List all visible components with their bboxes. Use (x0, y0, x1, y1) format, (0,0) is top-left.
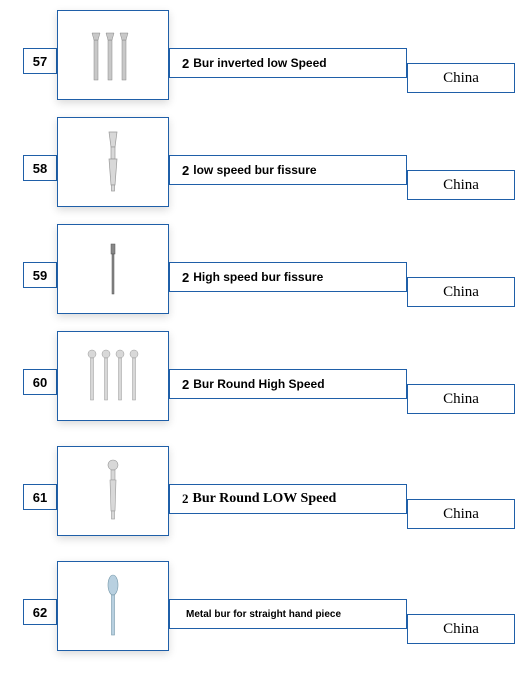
product-row: 61 2 Bur Round LOW Speed China (15, 446, 512, 541)
product-image-box (57, 331, 169, 421)
quantity: 2 (182, 491, 189, 507)
product-image-box (57, 446, 169, 536)
description-text: Bur Round High Speed (193, 377, 324, 391)
bur-inverted-icon (88, 25, 138, 85)
origin-box: China (407, 499, 515, 529)
description-text: low speed bur fissure (193, 163, 316, 177)
quantity: 2 (182, 163, 189, 178)
description-text: Bur inverted low Speed (193, 56, 326, 70)
description-text: High speed bur fissure (193, 270, 323, 284)
origin-text: China (443, 391, 479, 408)
description-box: 2 Bur Round High Speed (169, 369, 407, 399)
origin-box: China (407, 614, 515, 644)
row-number: 61 (33, 490, 47, 505)
origin-text: China (443, 177, 479, 194)
description-text: Metal bur for straight hand piece (186, 609, 341, 620)
row-number-box: 59 (23, 262, 57, 288)
bur-metal-straight-icon (101, 571, 125, 641)
bur-round-high-icon (83, 346, 143, 406)
description-box: Metal bur for straight hand piece (169, 599, 407, 629)
origin-text: China (443, 621, 479, 638)
bur-round-low-icon (98, 456, 128, 526)
row-number-box: 61 (23, 484, 57, 510)
row-number-box: 58 (23, 155, 57, 181)
row-number: 58 (33, 161, 47, 176)
row-number: 59 (33, 268, 47, 283)
row-number-box: 57 (23, 48, 57, 74)
bur-fissure-low-icon (98, 127, 128, 197)
description-text: Bur Round LOW Speed (193, 491, 337, 507)
product-image-box (57, 117, 169, 207)
description-box: 2 High speed bur fissure (169, 262, 407, 292)
origin-box: China (407, 63, 515, 93)
quantity: 2 (182, 270, 189, 285)
description-box: 2 Bur inverted low Speed (169, 48, 407, 78)
origin-text: China (443, 70, 479, 87)
quantity: 2 (182, 377, 189, 392)
description-box: 2 low speed bur fissure (169, 155, 407, 185)
quantity: 2 (182, 56, 189, 71)
bur-fissure-high-icon (103, 239, 123, 299)
origin-box: China (407, 277, 515, 307)
product-row: 58 2 low speed bur fissure China (15, 117, 512, 212)
product-image-box (57, 10, 169, 100)
row-number-box: 62 (23, 599, 57, 625)
origin-text: China (443, 506, 479, 523)
description-box: 2 Bur Round LOW Speed (169, 484, 407, 514)
product-row: 60 2 Bur Round High Speed China (15, 331, 512, 426)
product-row: 62 Metal bur for straight hand piece Chi… (15, 561, 512, 656)
origin-text: China (443, 284, 479, 301)
product-row: 57 2 Bur inverted low Speed China (15, 10, 512, 105)
row-number-box: 60 (23, 369, 57, 395)
row-number: 62 (33, 605, 47, 620)
row-number: 57 (33, 54, 47, 69)
product-image-box (57, 224, 169, 314)
origin-box: China (407, 384, 515, 414)
row-number: 60 (33, 375, 47, 390)
product-image-box (57, 561, 169, 651)
origin-box: China (407, 170, 515, 200)
product-row: 59 2 High speed bur fissure China (15, 224, 512, 319)
